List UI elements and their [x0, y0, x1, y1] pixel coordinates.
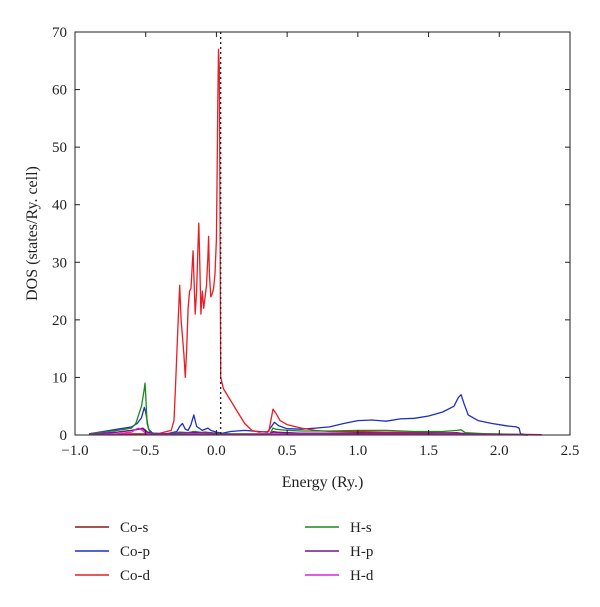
x-tick-labels: −1.0 −0.5 0.0 0.5 1.0 1.5 2.0 2.5 — [61, 443, 579, 459]
y-tick-label: 0 — [60, 428, 68, 444]
x-tick-label: 2.5 — [561, 443, 580, 459]
legend-label-h-d: H-d — [350, 568, 374, 584]
legend-label-co-d: Co-d — [120, 568, 151, 584]
axis-ticks — [74, 31, 571, 436]
legend-label-h-p: H-p — [350, 544, 373, 560]
y-tick-labels: 0 10 20 30 40 50 60 70 — [52, 25, 67, 444]
x-axis-title: Energy (Ry.) — [282, 474, 364, 491]
x-tick-label: −1.0 — [61, 443, 88, 459]
y-tick-label: 60 — [52, 83, 67, 99]
legend-label-co-p: Co-p — [120, 544, 150, 560]
y-tick-label: 70 — [52, 25, 67, 41]
legend-label-co-s: Co-s — [120, 520, 149, 536]
x-tick-label: 0.5 — [278, 443, 297, 459]
x-tick-label: 1.5 — [419, 443, 438, 459]
legend-label-h-s: H-s — [350, 520, 372, 536]
x-tick-label: 0.0 — [207, 443, 226, 459]
y-tick-label: 30 — [52, 255, 67, 271]
y-axis-title: DOS (states/Ry. cell) — [24, 166, 41, 301]
y-tick-label: 10 — [52, 370, 67, 386]
y-tick-label: 50 — [52, 140, 67, 156]
x-tick-label: 2.0 — [490, 443, 509, 459]
legend: Co-s Co-p Co-d H-s H-p H-d — [75, 520, 374, 584]
series-line-co-d — [89, 48, 542, 436]
y-tick-label: 20 — [52, 313, 67, 329]
plot-lines — [88, 48, 542, 436]
plot-frame — [74, 31, 571, 436]
x-tick-label: 1.0 — [348, 443, 367, 459]
series-line-h-s — [89, 382, 528, 436]
x-tick-label: −0.5 — [132, 443, 159, 459]
y-tick-label: 40 — [52, 198, 67, 214]
